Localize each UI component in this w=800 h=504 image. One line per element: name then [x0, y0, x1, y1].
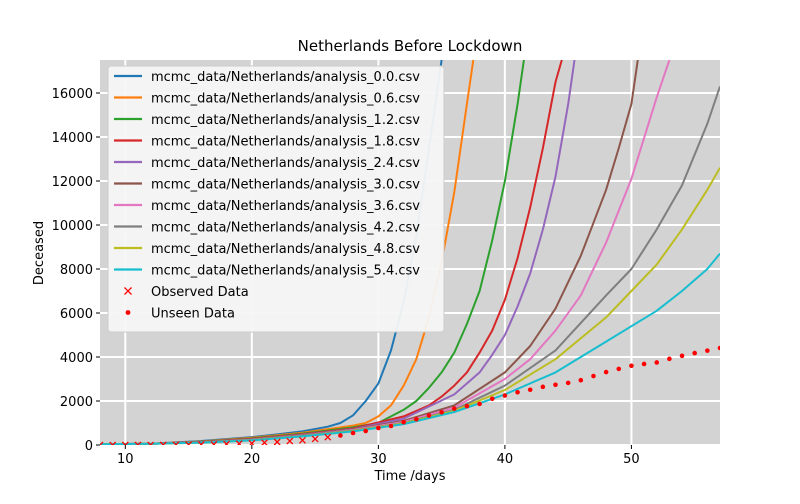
observed-point	[273, 438, 281, 445]
legend-swatch	[125, 310, 131, 315]
unseen-point	[540, 384, 546, 390]
observed-point	[159, 441, 167, 445]
observed-point	[147, 441, 155, 445]
y-tick-label: 6000	[60, 307, 93, 322]
observed-point	[286, 437, 294, 445]
unseen-point	[338, 433, 343, 438]
observed-point	[235, 440, 243, 445]
legend-label: mcmc_data/Netherlands/analysis_3.6.csv	[151, 199, 420, 214]
legend-label: mcmc_data/Netherlands/analysis_4.8.csv	[151, 242, 420, 257]
chart-title: Netherlands Before Lockdown	[298, 37, 523, 55]
observed-point	[185, 441, 193, 445]
observed-point	[121, 441, 129, 445]
unseen-point	[641, 361, 647, 367]
observed-point	[248, 439, 256, 445]
legend-label: Unseen Data	[151, 307, 235, 322]
legend-label: mcmc_data/Netherlands/analysis_0.0.csv	[151, 70, 420, 85]
unseen-point	[667, 356, 672, 362]
unseen-point	[426, 413, 432, 418]
unseen-point	[705, 348, 710, 353]
x-tick-label: 20	[244, 452, 261, 467]
unseen-point	[565, 380, 571, 386]
legend-box	[107, 65, 445, 333]
unseen-point	[376, 425, 381, 431]
unseen-point	[679, 353, 685, 359]
unseen-point	[578, 377, 584, 383]
y-tick-label: 4000	[60, 351, 93, 366]
legend-label: mcmc_data/Netherlands/analysis_1.2.csv	[151, 113, 420, 128]
unseen-point	[451, 406, 457, 411]
unseen-point	[553, 382, 558, 388]
unseen-point	[527, 387, 533, 393]
legend-label: mcmc_data/Netherlands/analysis_3.0.csv	[151, 178, 420, 193]
observed-point	[134, 441, 142, 445]
y-tick-label: 12000	[52, 175, 93, 190]
x-tick-label: 50	[623, 452, 640, 467]
legend-label: mcmc_data/Netherlands/analysis_1.8.csv	[151, 135, 420, 150]
observed-point	[109, 441, 117, 445]
y-tick-label: 0	[85, 439, 93, 454]
observed-point	[197, 441, 205, 445]
legend-label: mcmc_data/Netherlands/analysis_0.6.csv	[151, 92, 420, 107]
unseen-point	[401, 419, 406, 425]
unseen-point	[388, 423, 394, 429]
observed-point	[100, 441, 104, 445]
y-axis-label: Deceased	[32, 221, 47, 285]
legend: mcmc_data/Netherlands/analysis_0.0.csvmc…	[107, 65, 445, 333]
y-tick-label: 8000	[60, 263, 93, 278]
unseen-point	[363, 428, 369, 434]
unseen-point	[717, 345, 720, 351]
x-tick-label: 40	[497, 452, 514, 467]
legend-swatch	[124, 287, 132, 295]
legend-label: mcmc_data/Netherlands/analysis_5.4.csv	[151, 264, 420, 279]
y-tick-label: 16000	[52, 87, 93, 102]
y-tick-label: 2000	[60, 395, 93, 410]
observed-point	[223, 440, 230, 445]
y-tick-label: 14000	[52, 131, 93, 146]
unseen-point	[414, 416, 419, 422]
unseen-point	[477, 401, 482, 407]
unseen-point	[502, 393, 508, 398]
unseen-point	[350, 430, 356, 436]
observed-point	[311, 435, 319, 443]
unseen-point	[439, 409, 444, 415]
legend-label: mcmc_data/Netherlands/analysis_2.4.csv	[151, 156, 420, 171]
unseen-point	[654, 360, 660, 365]
unseen-point	[629, 363, 634, 369]
legend-label: mcmc_data/Netherlands/analysis_4.2.csv	[151, 221, 420, 236]
ticks: 10 20 30 40 50 0 2000 4000 6000 8000 10000 12000 140…	[52, 87, 640, 467]
unseen-point	[591, 373, 596, 379]
unseen-point	[464, 403, 470, 409]
unseen-point	[489, 396, 495, 402]
unseen-point	[692, 350, 697, 356]
unseen-point	[515, 389, 520, 395]
y-tick-label: 10000	[52, 219, 93, 234]
observed-point	[172, 441, 180, 445]
unseen-point	[603, 369, 609, 375]
observed-point	[210, 441, 218, 445]
legend-label: Observed Data	[151, 285, 249, 300]
x-axis-label: Time /days	[373, 469, 445, 484]
observed-point	[298, 436, 306, 444]
x-tick-label: 30	[370, 452, 387, 467]
series-layer	[100, 60, 720, 445]
observed-point	[324, 433, 332, 441]
unseen-point	[616, 366, 622, 372]
observed-point	[261, 439, 268, 445]
x-tick-label: 10	[117, 452, 134, 467]
marker-layer	[100, 345, 720, 445]
